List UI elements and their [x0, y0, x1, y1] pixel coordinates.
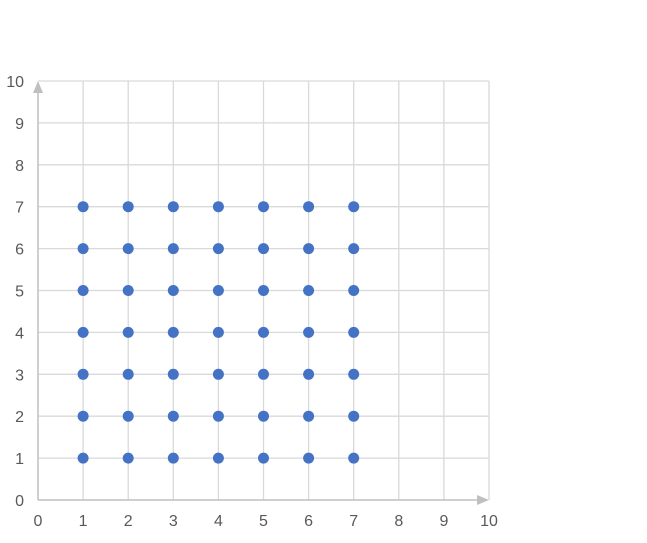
data-point — [77, 410, 89, 422]
data-point — [167, 243, 179, 255]
data-point — [303, 452, 315, 464]
axes — [33, 81, 489, 505]
x-tick-label: 5 — [259, 513, 268, 530]
data-point — [167, 201, 179, 213]
x-tick-label: 1 — [79, 513, 88, 530]
data-point — [122, 201, 134, 213]
data-points — [77, 201, 360, 464]
data-point — [212, 285, 224, 296]
data-point — [167, 285, 179, 296]
y-tick-label: 7 — [15, 200, 24, 217]
x-tick-label: 0 — [34, 513, 43, 530]
y-tick-label: 9 — [15, 116, 24, 133]
data-point — [348, 452, 360, 464]
data-point — [303, 368, 315, 380]
data-point — [258, 243, 269, 255]
data-point — [212, 452, 224, 464]
data-point — [348, 201, 360, 213]
data-point — [167, 410, 179, 422]
data-point — [348, 243, 360, 255]
data-point — [303, 326, 315, 338]
y-tick-label: 2 — [15, 409, 24, 426]
data-point — [212, 410, 224, 422]
x-tick-label: 2 — [124, 513, 133, 530]
data-point — [258, 285, 269, 296]
y-tick-label: 5 — [15, 284, 24, 301]
data-point — [122, 326, 134, 338]
x-tick-label: 7 — [349, 513, 358, 530]
x-tick-label: 4 — [214, 513, 223, 530]
data-point — [348, 285, 360, 296]
data-point — [122, 410, 134, 422]
x-tick-label: 3 — [169, 513, 178, 530]
x-tick-label: 9 — [439, 513, 448, 530]
data-point — [212, 243, 224, 255]
data-point — [167, 326, 179, 338]
x-axis-arrow-icon — [477, 495, 489, 505]
data-point — [77, 285, 89, 296]
data-point — [348, 326, 360, 338]
y-tick-label: 8 — [15, 158, 24, 175]
x-tick-label: 10 — [480, 513, 498, 530]
data-point — [212, 368, 224, 380]
data-point — [122, 243, 134, 255]
data-point — [258, 326, 269, 338]
data-point — [348, 410, 360, 422]
data-point — [167, 452, 179, 464]
data-point — [258, 410, 269, 422]
data-point — [122, 452, 134, 464]
y-tick-label: 4 — [15, 325, 24, 342]
y-tick-label: 1 — [15, 451, 24, 468]
data-point — [77, 201, 89, 213]
data-point — [77, 368, 89, 380]
x-tick-label: 8 — [394, 513, 403, 530]
data-point — [303, 285, 315, 296]
data-point — [303, 410, 315, 422]
tick-labels: 0 1 2 3 4 5 6 7 8 9 10 0 1 2 3 4 5 6 7 8 9 10 — [6, 74, 498, 530]
data-point — [258, 368, 269, 380]
data-point — [258, 201, 269, 213]
x-tick-label: 6 — [304, 513, 313, 530]
data-point — [167, 368, 179, 380]
y-tick-label: 6 — [15, 242, 24, 259]
data-point — [258, 452, 269, 464]
data-point — [122, 368, 134, 380]
data-point — [348, 368, 360, 380]
y-tick-label: 3 — [15, 367, 24, 384]
data-point — [303, 243, 315, 255]
y-tick-label: 10 — [6, 74, 24, 91]
y-tick-label: 0 — [15, 493, 24, 510]
data-point — [303, 201, 315, 213]
data-point — [77, 326, 89, 338]
y-axis-arrow-icon — [33, 81, 43, 93]
data-point — [77, 243, 89, 255]
data-point — [212, 326, 224, 338]
data-point — [77, 452, 89, 464]
data-point — [122, 285, 134, 296]
data-point — [212, 201, 224, 213]
